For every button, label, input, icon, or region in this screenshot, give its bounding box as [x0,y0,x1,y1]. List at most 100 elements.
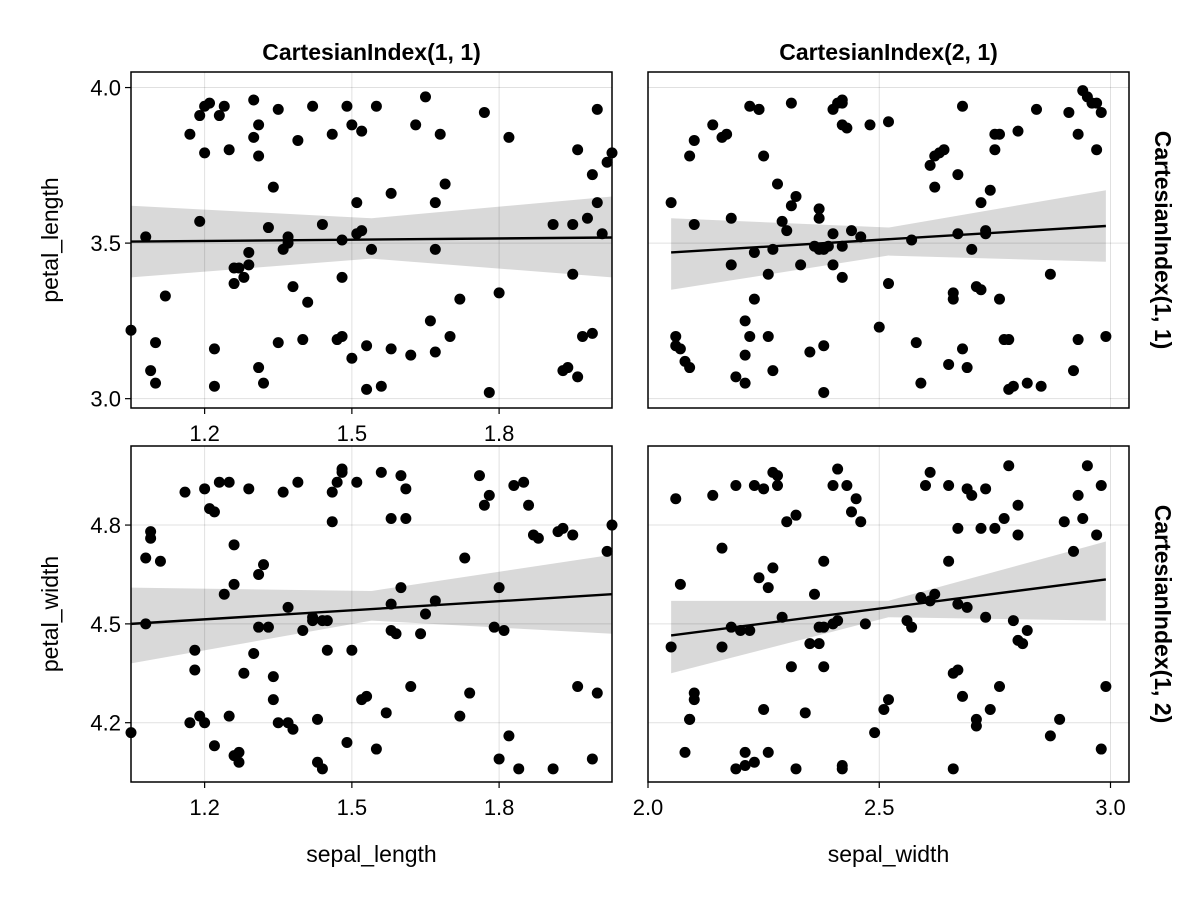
row-title: CartesianIndex(1, 1) [1150,131,1176,350]
data-point [567,529,579,541]
data-point [827,480,839,492]
data-point [1003,334,1015,346]
data-point [262,222,274,234]
data-point [855,516,867,528]
data-point [361,690,373,702]
data-point [906,621,918,633]
tick-labels: 4.2 4.5 4.8 1.2 1.5 1.8 [90,513,514,820]
data-point [253,362,265,374]
regression-line [130,236,613,243]
data-point [184,128,196,140]
data-point [233,746,245,758]
data-point [1044,730,1056,742]
points [125,463,618,775]
data-point [739,746,751,758]
data-point [577,330,589,342]
data-point [326,486,338,498]
data-point [790,190,802,202]
data-point [557,522,569,534]
data-point [287,723,299,735]
data-point [906,234,918,246]
x-tick-label: 1.8 [484,421,515,446]
data-point [341,736,353,748]
data-point [591,687,603,699]
data-point [804,346,816,358]
data-point [194,215,206,227]
data-point [929,181,941,193]
column-title: CartesianIndex(1, 1) [262,39,481,65]
data-point [503,131,515,143]
data-point [375,466,387,478]
x-tick-label: 1.5 [337,421,368,446]
regression-line [671,224,1106,254]
data-point [326,516,338,528]
data-point [818,340,830,352]
data-point [346,352,358,364]
data-point [208,506,220,518]
data-point [405,349,417,361]
data-point [1021,624,1033,636]
panel-bottom-right: 2.0 2.5 3.0 sepal_width CartesianIndex(1, … [633,445,1176,867]
data-point [721,128,733,140]
data-point [1081,460,1093,472]
data-point [586,753,598,765]
data-point [1100,330,1112,342]
data-point [199,483,211,495]
data-point [952,522,964,534]
data-point [454,293,466,305]
data-point [223,476,235,488]
data-point [674,343,686,355]
data-point [326,128,338,140]
data-point [385,512,397,524]
data-point [753,103,765,115]
data-point [243,246,255,258]
data-point [125,324,137,336]
data-point [150,337,162,349]
x-tick-label: 2.5 [864,795,895,820]
data-point [684,150,696,162]
data-point [670,493,682,505]
data-point [1007,380,1019,392]
data-point [952,228,964,240]
x-tick-label: 3.0 [1095,795,1126,820]
data-point [813,212,825,224]
data-point [1068,365,1079,377]
data-point [125,727,137,739]
data-point [478,499,490,511]
data-point [400,483,412,495]
data-point [957,343,968,355]
data-point [199,717,211,729]
data-point [952,169,964,181]
data-point [1063,106,1075,118]
data-point [781,516,793,528]
data-point [846,506,857,518]
data-point [567,218,579,230]
data-point [984,184,996,196]
data-point [799,707,811,719]
data-point [145,526,157,538]
data-point [370,100,382,112]
data-point [601,545,613,557]
data-point [772,480,783,492]
data-point [1031,103,1042,115]
data-point [606,147,618,159]
data-point [331,476,343,488]
data-point [336,330,348,342]
data-point [243,259,255,271]
data-point [228,539,240,551]
data-point [429,595,441,607]
data-point [716,542,728,554]
data-point [380,707,392,719]
data-point [292,476,304,488]
data-point [586,169,598,181]
data-point [179,486,191,498]
data-point [984,704,996,716]
data-point [429,346,441,358]
data-point [716,641,728,653]
data-point [762,746,774,758]
data-point [513,763,525,775]
data-point [606,519,618,531]
data-point [1072,128,1084,140]
panel-frame [647,445,1130,783]
data-point [351,197,363,209]
